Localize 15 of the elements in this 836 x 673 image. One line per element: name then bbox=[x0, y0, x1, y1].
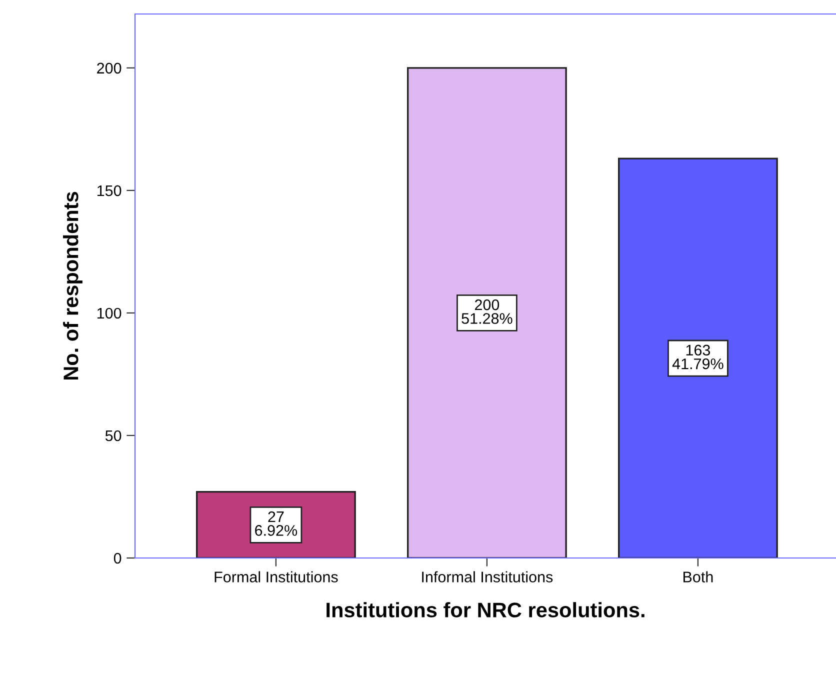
x-axis-title: Institutions for NRC resolutions. bbox=[326, 602, 644, 618]
y-tick-label: 0 bbox=[114, 552, 122, 564]
y-axis-title: No. of respondents bbox=[63, 192, 82, 380]
x-tick-label: Both bbox=[683, 571, 713, 582]
bar bbox=[406, 67, 567, 558]
data-label: 163 41.79% bbox=[672, 344, 724, 370]
y-tick-label: 50 bbox=[105, 430, 122, 442]
y-tick-label: 100 bbox=[97, 308, 122, 319]
y-tick-label: 150 bbox=[97, 185, 122, 196]
x-tick-label: Formal Institutions bbox=[214, 571, 338, 582]
data-label: 200 51.28% bbox=[462, 299, 512, 324]
bar bbox=[618, 158, 778, 558]
x-tick-label: Informal Institutions bbox=[422, 571, 553, 582]
data-label: 27 6.92% bbox=[255, 511, 298, 536]
y-tick-label: 200 bbox=[97, 62, 122, 74]
